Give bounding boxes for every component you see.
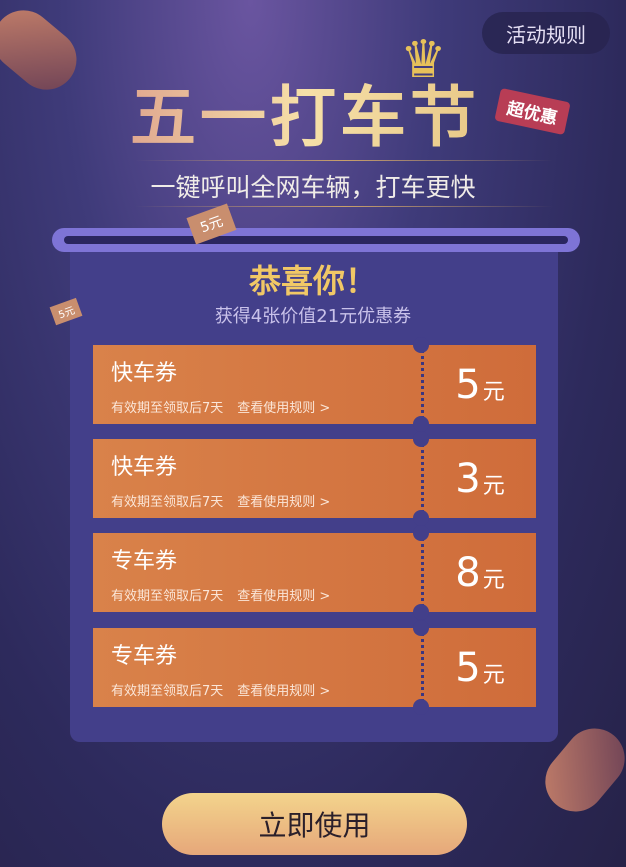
coupon-rules-link[interactable]: 查看使用规则 > [237,684,331,699]
coupon-name: 专车券 [111,549,178,574]
coupon-rules-link[interactable]: 查看使用规则 > [237,401,331,416]
coupon-unit: 元 [482,662,505,688]
coupon-info: 快车券 有效期至领取后7天 查看使用规则 > [93,439,421,518]
coupon-name: 专车券 [111,644,178,669]
coupon-notch [413,416,429,432]
coupon-rules-link[interactable]: 查看使用规则 > [237,495,331,510]
coupon-name: 快车券 [111,455,178,480]
coupon-summary: 获得4张价值21元优惠券 [214,306,412,327]
coupon-notch [413,337,429,353]
use-now-button[interactable]: 立即使用 [162,793,467,855]
coupon-unit: 元 [482,473,505,499]
coupon-notch [413,431,429,447]
activity-rules-button[interactable]: 活动规则 [482,12,610,54]
coupon-notch [413,620,429,636]
coupon-validity: 有效期至领取后7天 [111,684,224,699]
divider [135,206,553,207]
coupon-validity: 有效期至领取后7天 [111,495,224,510]
coupon-info: 快车券 有效期至领取后7天 查看使用规则 > [93,345,421,424]
coupon-name: 快车券 [111,361,178,386]
coupon-amount: 3 [455,455,481,502]
coupon-unit: 元 [482,567,505,593]
coupon-amount: 5 [455,644,481,691]
coupon-validity: 有效期至领取后7天 [111,401,224,416]
scroll-roller [52,228,580,252]
divider [135,160,553,161]
coupon-info: 专车券 有效期至领取后7天 查看使用规则 > [93,628,421,707]
congrats-heading: 恭喜你！ [248,262,377,300]
coupon-notch [413,525,429,541]
coupon-amount: 5 [455,361,481,408]
coupon-notch [413,510,429,526]
coupon-validity: 有效期至领取后7天 [111,589,224,604]
coupon-amount: 8 [455,549,481,596]
subtitle: 一键呼叫全网车辆，打车更快 [150,173,476,202]
coupon-notch [413,699,429,715]
coupon-info: 专车券 有效期至领取后7天 查看使用规则 > [93,533,421,612]
coupon-unit: 元 [482,379,505,405]
coupon-notch [413,604,429,620]
page-title: 五一打车节 [130,64,480,160]
crown-icon: ♛ [400,30,447,90]
coupon-rules-link[interactable]: 查看使用规则 > [237,589,331,604]
